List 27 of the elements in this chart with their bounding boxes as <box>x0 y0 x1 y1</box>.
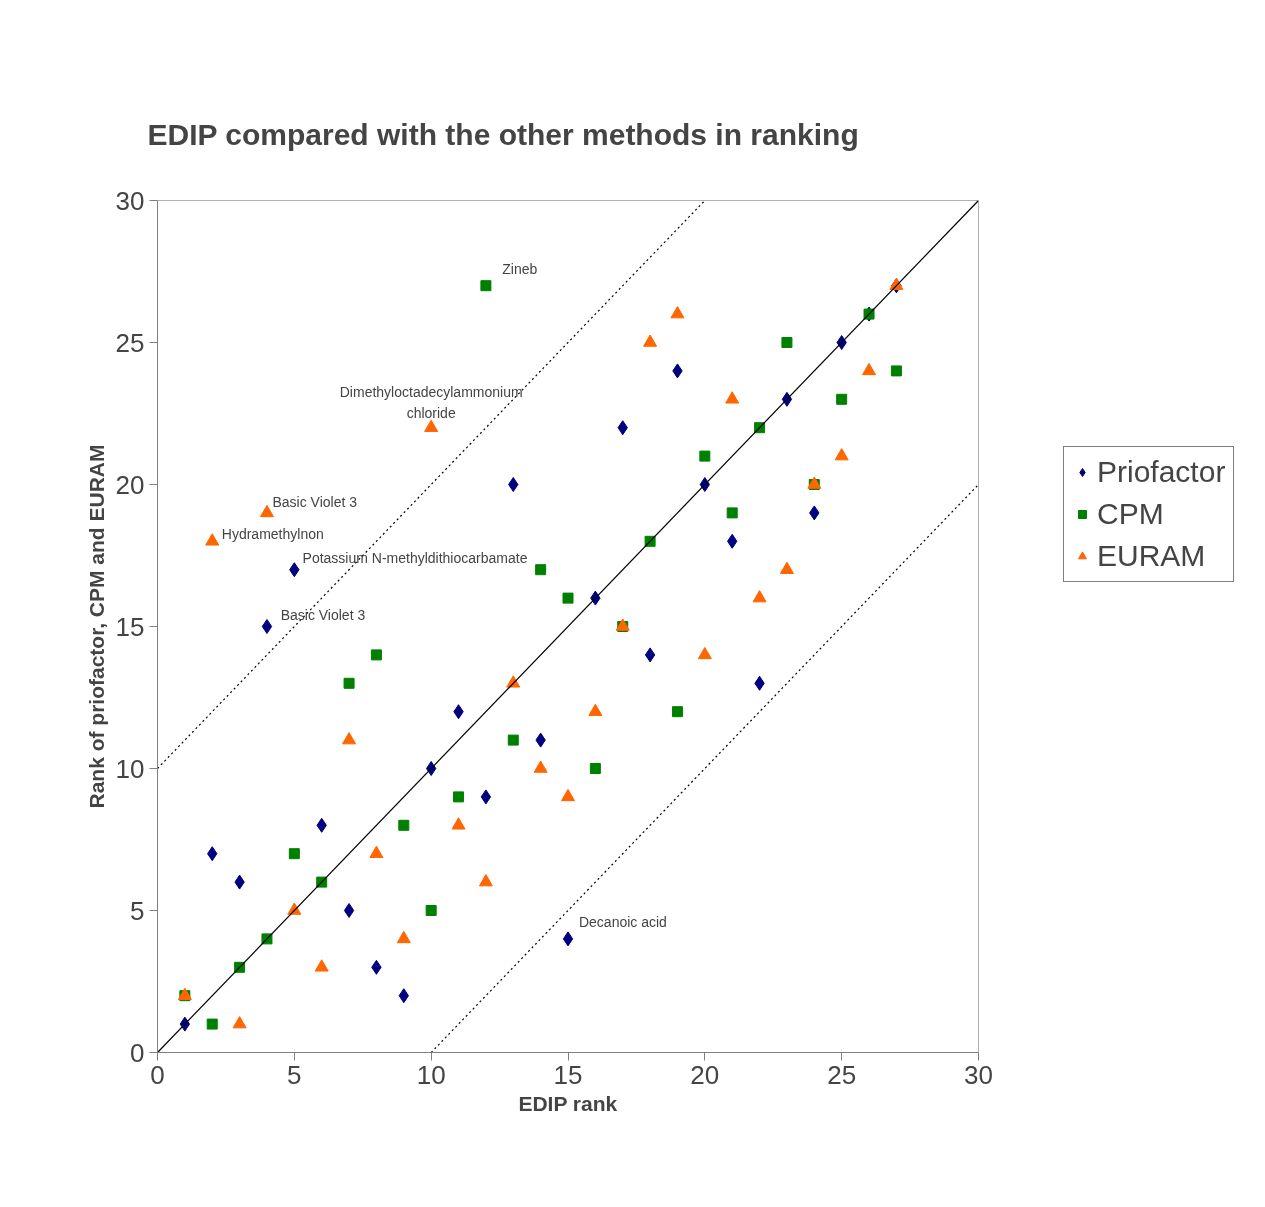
y-tick-label: 20 <box>115 469 145 500</box>
legend-label: Priofactor <box>1097 455 1226 489</box>
legend-label: CPM <box>1097 497 1164 531</box>
annotation: Dimethyloctadecylammonium chloride <box>339 383 523 421</box>
annotation: Decanoic acid <box>578 913 667 930</box>
y-tick-label: 10 <box>115 753 145 784</box>
y-axis-title: Rank of priofactor, CPM and EURAM <box>84 444 108 809</box>
x-tick-label: 15 <box>553 1059 583 1090</box>
legend-label: EURAM <box>1097 539 1206 573</box>
x-axis-title: EDIP rank <box>518 1091 618 1115</box>
y-tick-label: 15 <box>115 611 145 642</box>
y-tick-label: 30 <box>115 185 145 216</box>
x-tick-label: 30 <box>964 1059 993 1090</box>
chart-title: EDIP compared with the other methods in ranking <box>147 117 859 151</box>
annotation: Hydramethylnon <box>221 526 324 543</box>
y-tick-label: 0 <box>130 1037 145 1068</box>
annotation: Basic Violet 3 <box>272 493 358 510</box>
x-tick-label: 20 <box>690 1059 720 1090</box>
x-tick-label: 5 <box>287 1059 302 1090</box>
y-tick-label: 5 <box>130 895 145 926</box>
x-tick-label: 0 <box>150 1059 165 1090</box>
x-tick-label: 25 <box>827 1059 857 1090</box>
annotation: Basic Violet 3 <box>280 607 366 624</box>
x-tick-label: 10 <box>416 1059 446 1090</box>
annotation: Zineb <box>502 260 538 277</box>
y-tick-label: 25 <box>115 327 145 358</box>
annotation: Potassium N-methyldithiocarbamate <box>302 550 528 567</box>
